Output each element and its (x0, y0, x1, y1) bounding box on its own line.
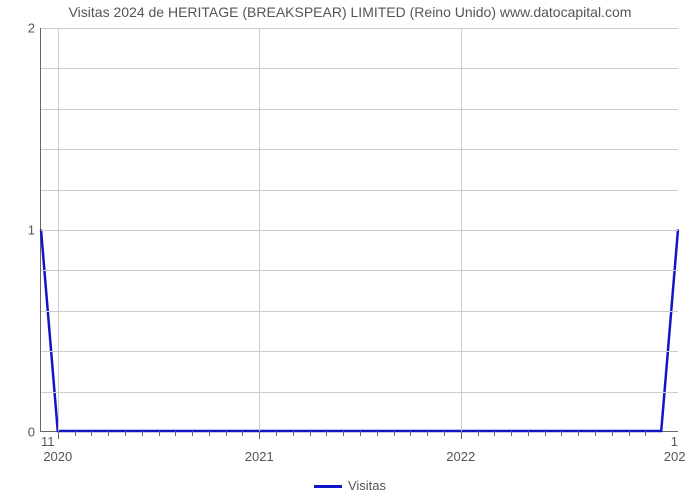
gridline-h-minor (41, 68, 678, 69)
xtick-label: 2020 (43, 449, 72, 464)
xtick-minor (612, 431, 613, 436)
gridline-h-minor (41, 190, 678, 191)
xtick-minor (125, 431, 126, 436)
legend: Visitas (0, 478, 700, 493)
xtick-minor (645, 431, 646, 436)
plot-area: 012202020212022202111 (40, 28, 678, 432)
xtick-minor (427, 431, 428, 436)
xtick-minor (159, 431, 160, 436)
xtick-minor (343, 431, 344, 436)
ytick-label: 2 (28, 21, 35, 36)
xtick-minor (226, 431, 227, 436)
xtick-minor (192, 431, 193, 436)
gridline-h-minor (41, 149, 678, 150)
xtick-minor (545, 431, 546, 436)
line-series (41, 230, 678, 432)
xtick-minor (394, 431, 395, 436)
xtick-minor (310, 431, 311, 436)
gridline-h (41, 230, 678, 231)
xtick-minor (629, 431, 630, 436)
chart-title: Visitas 2024 de HERITAGE (BREAKSPEAR) LI… (0, 4, 700, 20)
xtick-minor (444, 431, 445, 436)
xtick-minor (478, 431, 479, 436)
xtick-minor (91, 431, 92, 436)
xtick-minor (511, 431, 512, 436)
xtick-minor (75, 431, 76, 436)
xtick-minor (561, 431, 562, 436)
xtick-major (461, 431, 462, 439)
xtick-minor (360, 431, 361, 436)
gridline-v (58, 28, 59, 431)
gridline-v (259, 28, 260, 431)
xtick-minor (142, 431, 143, 436)
corner-annotation-left: 11 (41, 434, 55, 449)
xtick-label-truncated: 202 (664, 449, 686, 464)
legend-swatch (314, 485, 342, 488)
xtick-minor (578, 431, 579, 436)
xtick-minor (175, 431, 176, 436)
xtick-label: 2021 (245, 449, 274, 464)
gridline-h-minor (41, 270, 678, 271)
gridline-h-minor (41, 392, 678, 393)
xtick-minor (494, 431, 495, 436)
xtick-label: 2022 (446, 449, 475, 464)
xtick-minor (209, 431, 210, 436)
legend-label: Visitas (348, 478, 386, 493)
corner-annotation-right: 1 (671, 434, 678, 449)
xtick-minor (528, 431, 529, 436)
ytick-label: 1 (28, 223, 35, 238)
ytick-label: 0 (28, 425, 35, 440)
xtick-minor (595, 431, 596, 436)
xtick-major (58, 431, 59, 439)
gridline-h-minor (41, 109, 678, 110)
gridline-h-minor (41, 311, 678, 312)
gridline-h (41, 28, 678, 29)
xtick-minor (377, 431, 378, 436)
xtick-minor (108, 431, 109, 436)
xtick-minor (410, 431, 411, 436)
gridline-v (461, 28, 462, 431)
xtick-minor (326, 431, 327, 436)
gridline-h-minor (41, 351, 678, 352)
xtick-minor (242, 431, 243, 436)
xtick-minor (293, 431, 294, 436)
xtick-major (259, 431, 260, 439)
xtick-minor (276, 431, 277, 436)
